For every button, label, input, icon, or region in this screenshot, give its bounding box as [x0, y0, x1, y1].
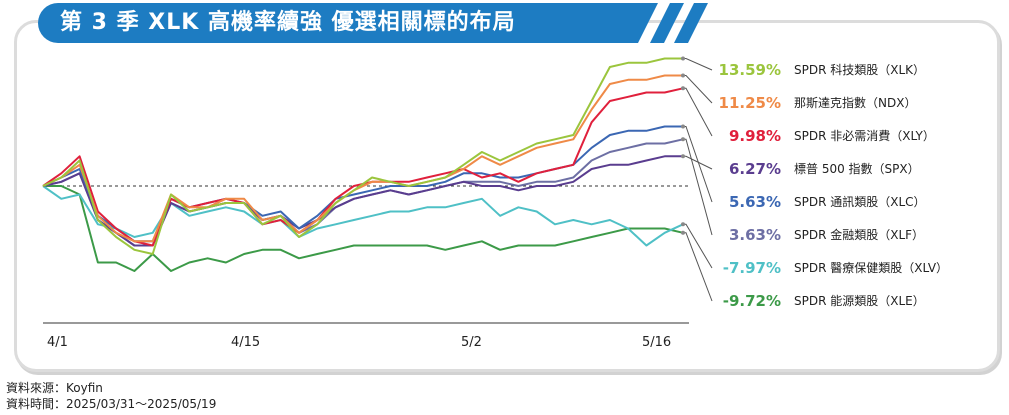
legend-label: SPDR 科技類股（XLK）: [794, 63, 925, 77]
x-tick-label: 5/2: [461, 335, 482, 350]
chart-title: 第 3 季 XLK 高機率續強 優選相關標的布局: [60, 10, 516, 35]
series-line: [42, 185, 684, 247]
series-end-dot: [681, 154, 685, 159]
legend-value: -7.97%: [723, 259, 781, 277]
series-end-dot: [681, 73, 685, 78]
legend-value: 11.25%: [719, 94, 781, 112]
series-end-dot: [681, 124, 685, 129]
series-line: [42, 87, 684, 247]
x-tick-label: 4/1: [47, 335, 68, 350]
series-line: [42, 57, 683, 255]
legend-value: 13.59%: [719, 61, 781, 79]
legend-label: SPDR 金融類股（XLF）: [794, 227, 924, 242]
legend-value: 5.63%: [729, 193, 781, 211]
legend-label: 標普 500 指數（SPX）: [794, 161, 920, 176]
source-line-1: 資料來源：Koyfin: [6, 381, 103, 395]
legend-connector: [683, 126, 713, 203]
series-end-dot: [681, 222, 685, 227]
series-end-dot: [681, 56, 685, 61]
x-tick-label: 4/15: [231, 335, 260, 350]
legend-label: 那斯達克指數（NDX）: [794, 95, 916, 110]
legend-value: -9.72%: [723, 292, 781, 310]
chart-card: [14, 20, 1000, 372]
legend-value: 3.63%: [729, 226, 781, 244]
legend-connector: [683, 75, 713, 104]
title-banner: [38, 3, 708, 43]
legend-connector: [683, 155, 713, 170]
series-line: [42, 74, 683, 243]
legend-connector: [683, 223, 713, 269]
legend-connector: [683, 87, 713, 137]
legend-value: 6.27%: [729, 160, 781, 178]
series-end-dot: [681, 137, 685, 142]
legend-connector: [683, 58, 713, 71]
series-end-dot: [681, 86, 685, 91]
series-line: [42, 155, 683, 247]
legend-label: SPDR 非必需消費（XLY）: [794, 128, 935, 143]
source-note: 資料來源：Koyfin 資料時間：2025/03/31～2025/05/19: [6, 380, 216, 412]
legend-connector: [683, 138, 713, 236]
legend-value: 9.98%: [729, 127, 781, 145]
series-line: [43, 185, 684, 272]
legend-label: SPDR 能源類股（XLE）: [794, 294, 925, 308]
series-end-dot: [681, 230, 685, 235]
legend-label: SPDR 醫療保健類股（XLV）: [794, 261, 948, 275]
source-line-2: 資料時間：2025/03/31～2025/05/19: [6, 397, 217, 411]
legend-label: SPDR 通訊類股（XLC）: [794, 194, 926, 209]
x-tick-label: 5/16: [642, 335, 671, 350]
